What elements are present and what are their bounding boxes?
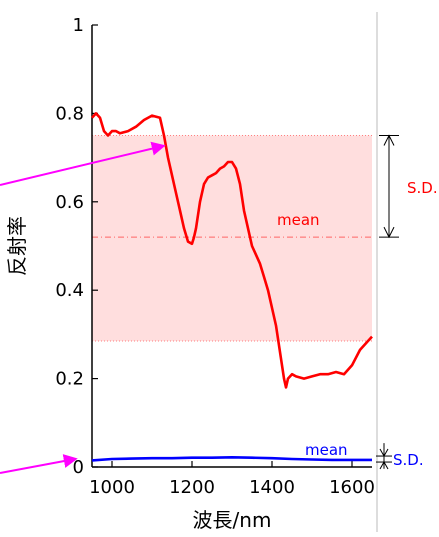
red-sd-arrowhead-bottom: [383, 226, 395, 239]
blue-sd-arrowhead-top: [379, 448, 389, 458]
blue-sd-label: S.D.: [393, 451, 424, 469]
blue-mean-label: mean: [305, 441, 348, 459]
y-tick-label: 1: [73, 15, 84, 36]
x-tick-label: 1600: [329, 477, 375, 498]
red-mean-label: mean: [277, 211, 320, 229]
y-tick-label: 0.6: [55, 192, 84, 213]
x-ticks: 1000 1200 1400 1600: [89, 461, 375, 498]
blue-sd-arrowhead-bottom: [379, 461, 389, 470]
pointer-arrow-to-red-series: [0, 141, 166, 186]
x-tick-label: 1200: [169, 477, 215, 498]
red-sd-bracket: [379, 134, 399, 239]
x-tick-label: 1000: [89, 477, 135, 498]
y-tick-label: 0.2: [55, 369, 84, 390]
series-blue-line: [91, 456, 372, 462]
pointer-arrow-to-blue-series: [0, 454, 78, 474]
x-axis-title: 波長/nm: [193, 508, 272, 532]
y-tick-label: 0.8: [55, 103, 84, 124]
y-tick-label: 0.4: [55, 280, 84, 301]
series-red-line: [91, 112, 373, 389]
blue-sd-bracket: [376, 443, 392, 470]
sd-band: [92, 135, 372, 342]
red-sd-label: S.D.: [407, 179, 438, 197]
x-tick-label: 1400: [249, 477, 295, 498]
y-tick-label: 0: [73, 457, 84, 478]
red-sd-arrowhead-top: [383, 134, 395, 146]
y-axis-title: 反射率: [5, 216, 29, 276]
y-ticks: 0 0.2 0.4 0.6 0.8 1: [55, 15, 98, 478]
